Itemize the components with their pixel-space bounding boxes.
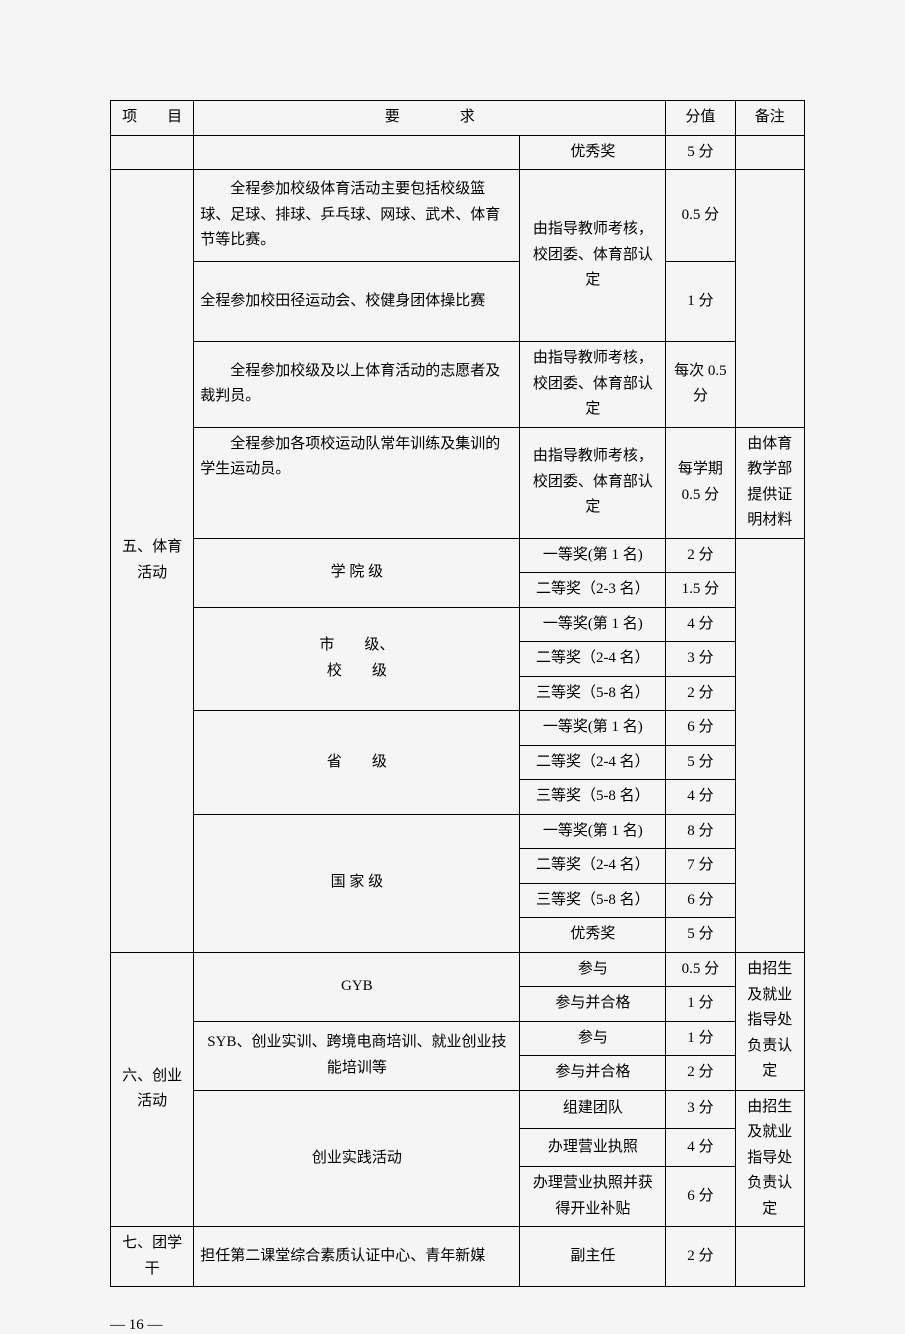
sec5-nat-a: 国 家 级 一等奖(第 1 名) 8 分 [111, 814, 805, 849]
sec7-title: 七、团学干 [111, 1227, 194, 1287]
sec5-r1-score: 0.5 分 [666, 170, 735, 262]
page-number: — 16 — [110, 1317, 805, 1334]
hdr-project: 项 目 [111, 101, 194, 136]
sec6-syb-a: SYB、创业实训、跨境电商培训、就业创业技能培训等 参与 1 分 [111, 1021, 805, 1056]
hdr-score: 分值 [666, 101, 735, 136]
sec5-r3-desc: 全程参加校级及以上体育活动的志愿者及裁判员。 [194, 342, 520, 428]
sec5-city-a: 市 级、校 级 一等奖(第 1 名) 4 分 [111, 607, 805, 642]
sec6-gyb-a: 六、创业活动 GYB 参与 0.5 分 由招生及就业指导处负责认定 [111, 952, 805, 987]
youxiu-sub: 优秀奖 [520, 135, 666, 170]
sec5-lvl-prov: 省 级 [194, 711, 520, 815]
sec5-r3-score: 每次 0.5分 [666, 342, 735, 428]
hdr-note: 备注 [735, 101, 804, 136]
sec6-title: 六、创业活动 [111, 952, 194, 1227]
scoring-table: 项 目 要 求 分值 备注 优秀奖 5 分 五、体育活动 全程参加校级体育活动主… [110, 100, 805, 1287]
sec5-lvl-city: 市 级、校 级 [194, 607, 520, 711]
sec5-lvl-nat: 国 家 级 [194, 814, 520, 952]
sec5-r4-score: 每学期0.5 分 [666, 427, 735, 538]
sec7-score: 2 分 [666, 1227, 735, 1287]
sec5-r2-desc: 全程参加校田径运动会、校健身团体操比赛 [194, 262, 520, 342]
sec5-r4-desc: 全程参加各项校运动队常年训练及集训的学生运动员。 [194, 427, 520, 538]
sec6-gyb: GYB [194, 952, 520, 1021]
sec6-note2: 由招生及就业指导处负责认定 [735, 1090, 804, 1227]
sec5-title: 五、体育活动 [111, 170, 194, 953]
sec7-sub: 副主任 [520, 1227, 666, 1287]
sec7-desc: 担任第二课堂综合素质认证中心、青年新媒 [194, 1227, 520, 1287]
header-row: 项 目 要 求 分值 备注 [111, 101, 805, 136]
sec5-r4: 全程参加各项校运动队常年训练及集训的学生运动员。 由指导教师考核，校团委、体育部… [111, 427, 805, 538]
sec6-practice-a: 创业实践活动 组建团队 3 分 由招生及就业指导处负责认定 [111, 1090, 805, 1128]
sec6-practice: 创业实践活动 [194, 1090, 520, 1227]
sec6-note1: 由招生及就业指导处负责认定 [735, 952, 804, 1090]
sec5-r2-score: 1 分 [666, 262, 735, 342]
sec5-college-a: 学 院 级 一等奖(第 1 名) 2 分 [111, 538, 805, 573]
row-youxiu: 优秀奖 5 分 [111, 135, 805, 170]
sec5-r1-desc: 全程参加校级体育活动主要包括校级篮球、足球、排球、乒乓球、网球、武术、体育节等比… [194, 170, 520, 262]
sec5-r3: 全程参加校级及以上体育活动的志愿者及裁判员。 由指导教师考核，校团委、体育部认定… [111, 342, 805, 428]
sec5-lvl-college: 学 院 级 [194, 538, 520, 607]
sec5-r4-assessor: 由指导教师考核，校团委、体育部认定 [520, 427, 666, 538]
youxiu-score: 5 分 [666, 135, 735, 170]
hdr-requirement: 要 求 [194, 101, 666, 136]
sec5-r12-assessor: 由指导教师考核，校团委、体育部认定 [520, 170, 666, 342]
sec5-r1: 五、体育活动 全程参加校级体育活动主要包括校级篮球、足球、排球、乒乓球、网球、武… [111, 170, 805, 262]
sec5-prov-a: 省 级 一等奖(第 1 名) 6 分 [111, 711, 805, 746]
sec6-syb: SYB、创业实训、跨境电商培训、就业创业技能培训等 [194, 1021, 520, 1090]
sec5-r2: 全程参加校田径运动会、校健身团体操比赛 1 分 [111, 262, 805, 342]
sec7-row: 七、团学干 担任第二课堂综合素质认证中心、青年新媒 副主任 2 分 [111, 1227, 805, 1287]
sec5-r3-assessor: 由指导教师考核，校团委、体育部认定 [520, 342, 666, 428]
sec5-r4-note: 由体育教学部提供证明材料 [735, 427, 804, 538]
